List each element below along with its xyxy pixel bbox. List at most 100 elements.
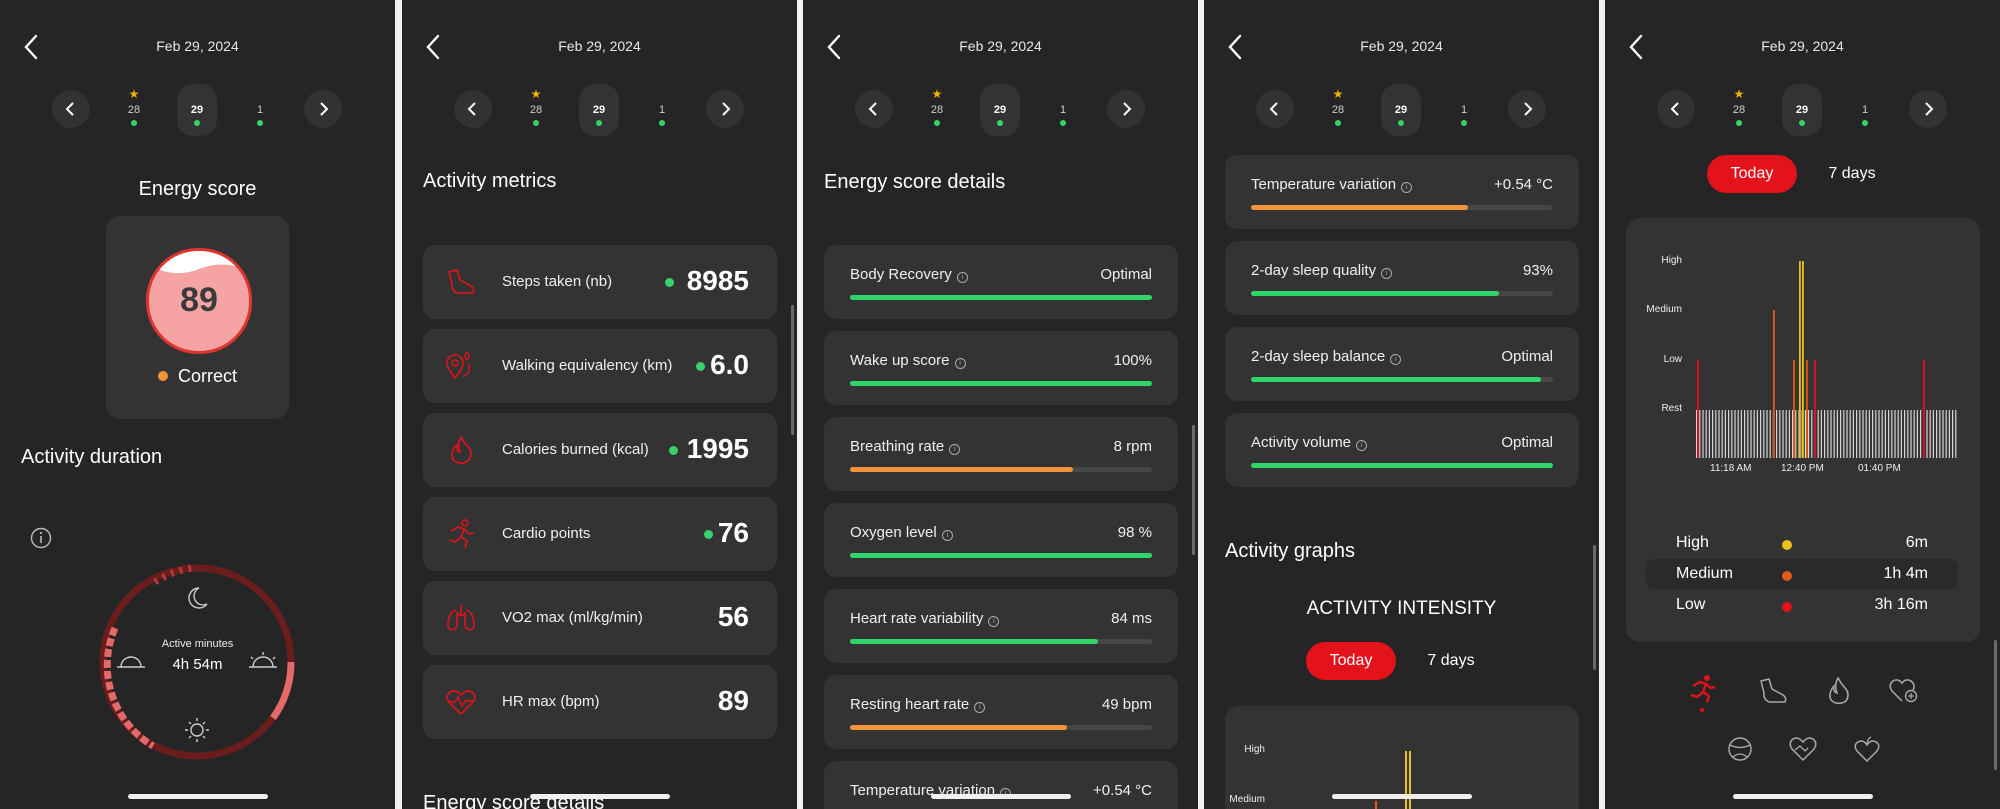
detail-card[interactable]: Resting heart rate i 49 bpm [824,675,1178,749]
info-icon[interactable]: i [1390,354,1402,365]
day-29[interactable]: 29 [1782,84,1822,136]
heart-hands-icon[interactable] [1788,734,1818,764]
next-day-button[interactable] [1909,90,1947,128]
back-arrow-icon[interactable] [1224,33,1246,61]
rest-bar [1804,410,1806,458]
day-28[interactable]: ★ 28 [114,84,154,136]
day-29[interactable]: 29 [1381,84,1421,136]
medium-bar [1793,360,1795,458]
next-day-button[interactable] [706,90,744,128]
rest-bar [1715,410,1717,458]
rest-bar [1824,410,1826,458]
rest-bar [1750,410,1752,458]
detail-card[interactable]: Activity volume i Optimal [1225,413,1579,487]
metric-vo2max[interactable]: VO2 max (ml/kg/min) 56 [423,581,777,655]
home-indicator [128,794,268,799]
scrollbar[interactable] [1994,640,1997,770]
legend-medium: Medium 1h 4m [1646,559,1958,589]
metric-walking[interactable]: Walking equivalency (km) 6.0 [423,329,777,403]
status-dot [665,278,674,287]
rest-bar [1945,410,1947,458]
scrollbar[interactable] [1192,425,1195,555]
date-title: Feb 29, 2024 [1761,38,1844,54]
day-29[interactable]: 29 [177,84,217,136]
metric-cardio[interactable]: Cardio points 76 [423,497,777,571]
activity-metrics-title: Activity metrics [423,170,557,192]
day-28[interactable]: ★ 28 [917,84,957,136]
status-dot [1736,120,1742,126]
back-arrow-icon[interactable] [20,33,42,61]
detail-card[interactable]: Oxygen level i 98 % [824,503,1178,577]
runner-icon[interactable] [1687,673,1717,713]
tab-today[interactable]: Today [1306,642,1396,680]
energy-score-card[interactable]: 89 Correct [106,216,289,419]
detail-card[interactable]: Body Recovery i Optimal [824,245,1178,319]
day-1[interactable]: 1 [1444,84,1484,136]
rest-bar [1955,410,1957,458]
info-icon[interactable] [30,527,52,549]
metric-hrmax[interactable]: HR max (bpm) 89 [423,665,777,739]
tab-7-days[interactable]: 7 days [1828,165,1876,182]
screen-activity-metrics: Feb 29, 2024 ★ 28 29 1 Activity metrics S… [402,0,797,809]
metric-calories[interactable]: Calories burned (kcal) 1995 [423,413,777,487]
detail-value: +0.54 °C [1093,782,1152,799]
back-arrow-icon[interactable] [823,33,845,61]
rest-bar [1846,410,1848,458]
detail-card[interactable]: Breathing rate i 8 rpm [824,417,1178,491]
info-icon[interactable]: i [974,702,986,713]
day-28[interactable]: ★ 28 [1318,84,1358,136]
tab-7-days[interactable]: 7 days [1427,652,1475,669]
flame-icon[interactable] [1823,675,1853,705]
prev-day-button[interactable] [855,90,893,128]
info-icon[interactable]: i [1401,182,1413,193]
info-icon[interactable]: i [1381,268,1393,279]
back-arrow-icon[interactable] [1625,33,1647,61]
heart-plus-icon[interactable] [1888,675,1920,705]
bar-high [1409,751,1411,809]
rest-bar [1769,410,1771,458]
screen-intensity-chart: Feb 29, 2024 ★ 28 29 1 Today 7 days High … [1605,0,2000,809]
progress-fill [850,639,1098,644]
detail-card[interactable]: Wake up score i 100% [824,331,1178,405]
progress-track [850,725,1152,730]
info-icon[interactable]: i [941,530,953,541]
day-29[interactable]: 29 [980,84,1020,136]
prev-day-button[interactable] [1256,90,1294,128]
info-icon[interactable]: i [954,358,966,369]
prev-day-button[interactable] [52,90,90,128]
info-icon[interactable]: i [949,444,961,455]
back-arrow-icon[interactable] [422,33,444,61]
info-icon[interactable]: i [1356,440,1368,451]
day-1[interactable]: 1 [240,84,280,136]
detail-card[interactable]: 2-day sleep quality i 93% [1225,241,1579,315]
metric-steps[interactable]: Steps taken (nb) 8985 [423,245,777,319]
detail-card[interactable]: 2-day sleep balance i Optimal [1225,327,1579,401]
prev-day-button[interactable] [1657,90,1695,128]
rest-bar [1852,410,1854,458]
score-value: 89 [180,281,218,319]
scrollbar[interactable] [1593,545,1596,670]
day-28[interactable]: ★ 28 [516,84,556,136]
info-icon[interactable]: i [988,616,1000,627]
heart-apple-icon[interactable] [1852,734,1882,764]
day-1[interactable]: 1 [1043,84,1083,136]
day-1[interactable]: 1 [642,84,682,136]
rest-bar [1878,410,1880,458]
next-day-button[interactable] [304,90,342,128]
prev-day-button[interactable] [454,90,492,128]
next-day-button[interactable] [1107,90,1145,128]
scrollbar[interactable] [791,305,794,435]
day-28[interactable]: ★ 28 [1719,84,1759,136]
rest-bar [1788,410,1790,458]
tab-today[interactable]: Today [1707,155,1797,193]
rest-bar [1900,410,1902,458]
info-icon[interactable]: i [956,272,968,283]
day-29[interactable]: 29 [579,84,619,136]
detail-card[interactable]: Heart rate variability i 84 ms [824,589,1178,663]
next-day-button[interactable] [1508,90,1546,128]
shoe-icon[interactable] [1757,675,1787,705]
ball-icon[interactable] [1725,734,1755,764]
day-1[interactable]: 1 [1845,84,1885,136]
